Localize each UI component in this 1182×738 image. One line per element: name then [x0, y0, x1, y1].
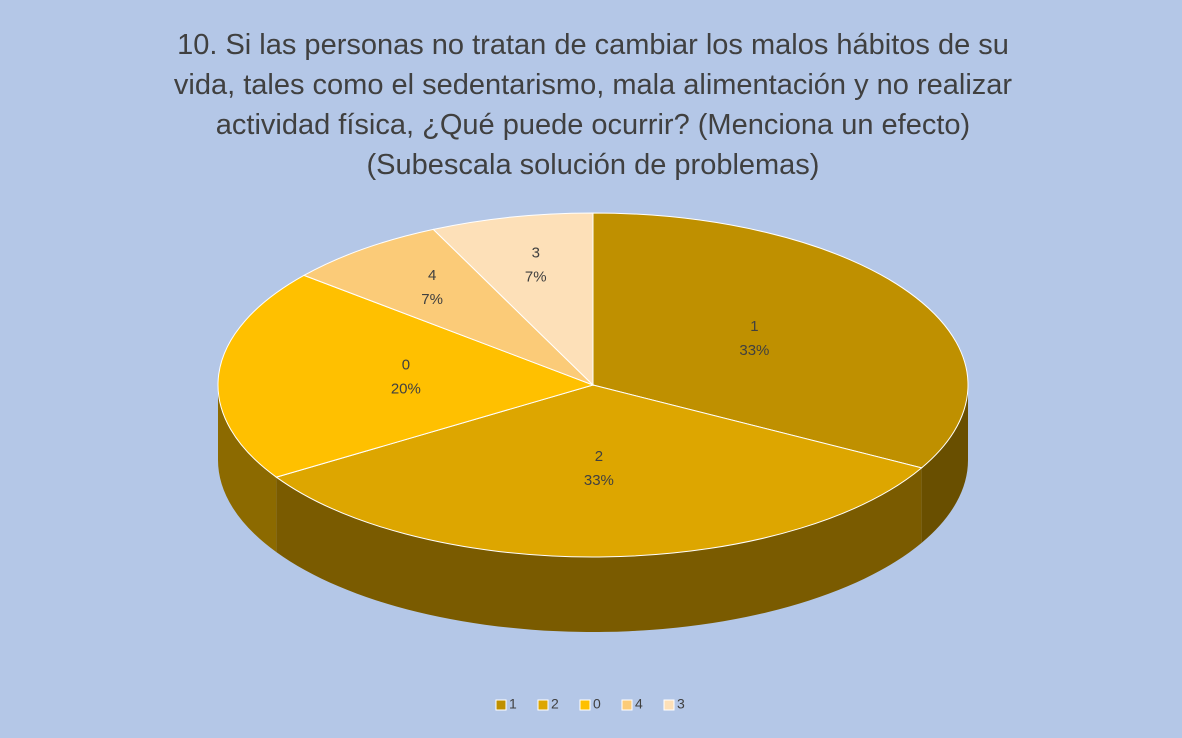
legend-swatch [579, 699, 591, 711]
pie-slice [217, 274, 595, 478]
data-label-value: 20% [391, 381, 421, 398]
pie-slice [432, 212, 594, 387]
chart-title: 10. Si las personas no tratan de cambiar… [177, 29, 1009, 61]
data-label-category: 0 [402, 357, 410, 374]
chart-title: actividad física, ¿Qué puede ocurrir? (M… [216, 109, 970, 141]
legend-swatch [537, 699, 549, 711]
chart-title: vida, tales como el sedentarismo, mala a… [174, 69, 1013, 101]
pie-slice [592, 212, 969, 469]
legend-swatch [621, 699, 633, 711]
legend-swatch [663, 699, 675, 711]
legend-label: 4 [635, 696, 643, 712]
data-label-value: 33% [739, 342, 769, 359]
legend-label: 0 [593, 696, 601, 712]
data-label-value: 33% [584, 472, 614, 489]
legend-swatch [495, 699, 507, 711]
data-label-category: 1 [750, 318, 758, 335]
data-label-category: 2 [595, 448, 603, 465]
pie-side [921, 385, 968, 543]
legend-label: 1 [509, 696, 517, 712]
data-label-category: 4 [428, 267, 436, 284]
data-label-value: 7% [421, 291, 443, 308]
data-label-value: 7% [525, 268, 547, 285]
pie-slice [302, 228, 594, 386]
legend-label: 3 [677, 696, 685, 712]
legend-label: 2 [551, 696, 559, 712]
pie-side [218, 385, 277, 553]
pie-slice [275, 384, 923, 558]
data-label-category: 3 [532, 244, 540, 261]
pie-side [276, 467, 922, 633]
chart-title: (Subescala solución de problemas) [367, 149, 820, 181]
